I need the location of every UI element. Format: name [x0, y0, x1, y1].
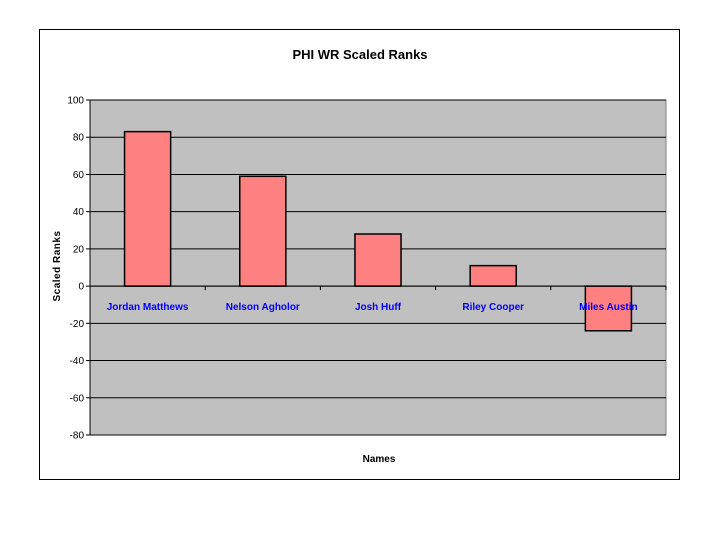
labels: 100 80 60 40 20 0 -20 -40 -60 -80 Jordan Matthews N…	[67, 96, 637, 442]
category-label: Riley Cooper	[462, 302, 524, 313]
bar	[469, 264, 517, 287]
y-tick-label: 60	[73, 170, 85, 181]
category-label: Jordan Matthews	[107, 302, 189, 313]
y-tick-label: 80	[73, 133, 85, 144]
y-tick-label: 100	[67, 96, 84, 107]
x-axis-title: Names	[363, 454, 396, 465]
bar	[584, 285, 633, 332]
chart-title: PHI WR Scaled Ranks	[292, 47, 427, 62]
y-tick-label: 0	[78, 282, 84, 293]
category-label: Josh Huff	[355, 302, 402, 313]
bar	[239, 175, 287, 287]
category-label: Nelson Agholor	[226, 302, 300, 313]
y-tick-label: -20	[70, 319, 85, 330]
category-label: Miles Austin	[579, 302, 638, 313]
bar	[123, 130, 172, 287]
bar	[354, 233, 402, 287]
chart-frame: PHI WR Scaled Ranks 100 80 60 40 20 0 -20 -40 -6…	[39, 29, 680, 480]
axes	[86, 99, 667, 436]
bar-chart: PHI WR Scaled Ranks 100 80 60 40 20 0 -20 -40 -6…	[52, 47, 667, 465]
y-tick-label: 20	[73, 244, 85, 255]
y-axis-title: Scaled Ranks	[52, 230, 63, 301]
y-tick-label: -60	[70, 393, 85, 404]
y-tick-label: 40	[73, 207, 85, 218]
y-tick-label: -40	[70, 356, 85, 367]
y-tick-label: -80	[70, 431, 85, 442]
